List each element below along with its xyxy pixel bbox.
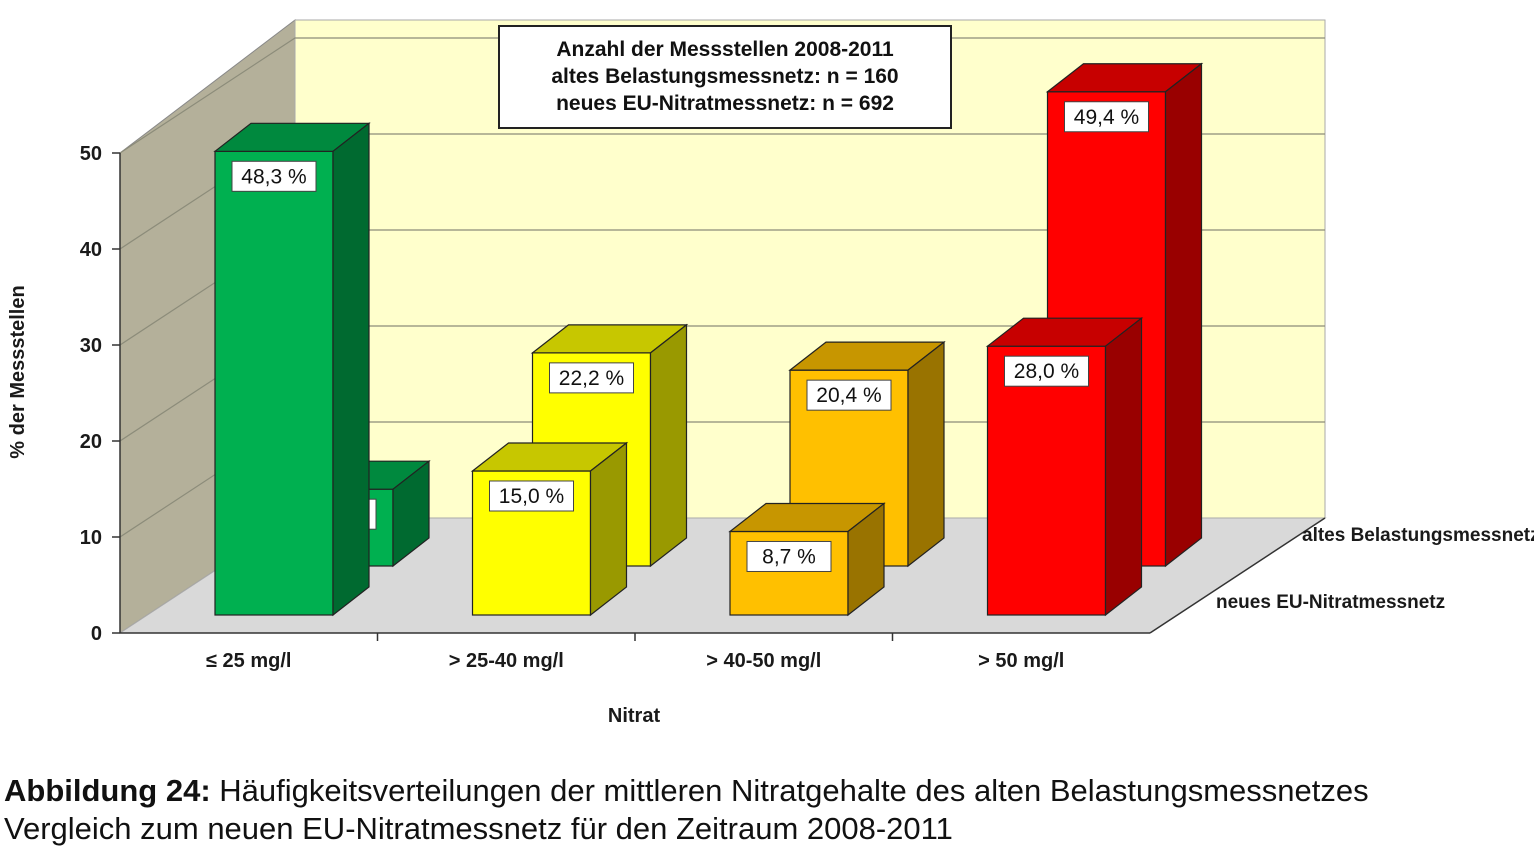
bar-side — [847, 502, 885, 617]
x-axis-label: Nitrat — [608, 705, 661, 727]
y-tick-label: 30 — [80, 335, 102, 357]
x-tick-label: > 25-40 mg/l — [449, 650, 564, 672]
bar-side — [649, 323, 688, 568]
caption-line-1: Abbildung 24: Häufigkeitsverteilungen de… — [4, 772, 1534, 810]
annotation-box: Anzahl der Messstellen 2008-2011 altes B… — [498, 25, 952, 129]
bar-chart: 8,0 %22,2 %20,4 %49,4 %48,3 %15,0 %8,7 %… — [7, 18, 1534, 727]
data-label-box — [746, 540, 832, 572]
bar-side — [589, 441, 628, 617]
x-tick-label: > 40-50 mg/l — [706, 650, 821, 672]
bar: 8,7 % — [728, 502, 886, 617]
bar-front — [986, 345, 1107, 616]
bar: 28,0 % — [985, 316, 1144, 617]
chart-labels: % der Messstellen Nitrat altes Belastung… — [7, 285, 1534, 727]
data-label: 15,0 % — [499, 485, 564, 508]
bar-side — [1164, 62, 1203, 568]
series-label-neues: neues EU-Nitratmessnetz — [1216, 592, 1445, 613]
bar-side — [332, 122, 370, 617]
bar: 15,0 % — [470, 441, 629, 617]
data-label: 22,2 % — [559, 367, 624, 390]
data-label-box — [806, 379, 892, 411]
annotation-line-2: altes Belastungsmessnetz: n = 160 — [551, 65, 899, 88]
y-tick-label: 0 — [91, 623, 102, 645]
data-label-box — [1064, 101, 1149, 133]
y-tick-label: 10 — [80, 527, 102, 549]
data-label-box — [231, 160, 317, 192]
bar: 48,3 % — [213, 122, 371, 617]
data-label: 48,3 % — [241, 165, 306, 188]
axes: 0 10 20 30 40 50 ≤ 25 mg/l > 25-40 mg/l > 40-50 … — [80, 143, 1326, 672]
data-label: 20,4 % — [816, 384, 881, 407]
gridline — [119, 37, 1325, 154]
y-tick-label: 40 — [80, 239, 102, 261]
bar-side — [1104, 316, 1143, 617]
bar-side — [907, 340, 945, 568]
figure-caption: Abbildung 24: Häufigkeitsverteilungen de… — [4, 772, 1534, 848]
data-label: 8,7 % — [762, 545, 816, 568]
caption-line-2: Vergleich zum neuen EU-Nitratmessnetz fü… — [4, 811, 953, 846]
data-label-box — [1004, 355, 1089, 387]
bar-side — [392, 459, 430, 568]
y-tick-label: 20 — [80, 431, 102, 453]
annotation-line-1: Anzahl der Messstellen 2008-2011 — [556, 38, 894, 61]
y-axis-label: % der Messstellen — [7, 285, 29, 458]
data-label: 28,0 % — [1014, 360, 1079, 383]
data-label-box — [549, 362, 634, 394]
y-tick-label: 50 — [80, 143, 102, 165]
depth-axis — [1149, 517, 1326, 634]
series-label-altes: altes Belastungsmessnetz — [1302, 525, 1534, 546]
annotation-line-3: neues EU-Nitratmessnetz: n = 692 — [556, 92, 894, 115]
data-label-box — [489, 480, 574, 512]
caption-text-1: Häufigkeitsverteilungen der mittleren Ni… — [210, 773, 1369, 808]
x-tick-label: > 50 mg/l — [978, 650, 1064, 672]
bars: 8,0 %22,2 %20,4 %49,4 %48,3 %15,0 %8,7 %… — [213, 62, 1204, 617]
data-label: 49,4 % — [1074, 106, 1139, 129]
bar-front — [214, 150, 334, 616]
x-tick-label: ≤ 25 mg/l — [206, 650, 291, 672]
caption-label: Abbildung 24: — [4, 773, 211, 808]
